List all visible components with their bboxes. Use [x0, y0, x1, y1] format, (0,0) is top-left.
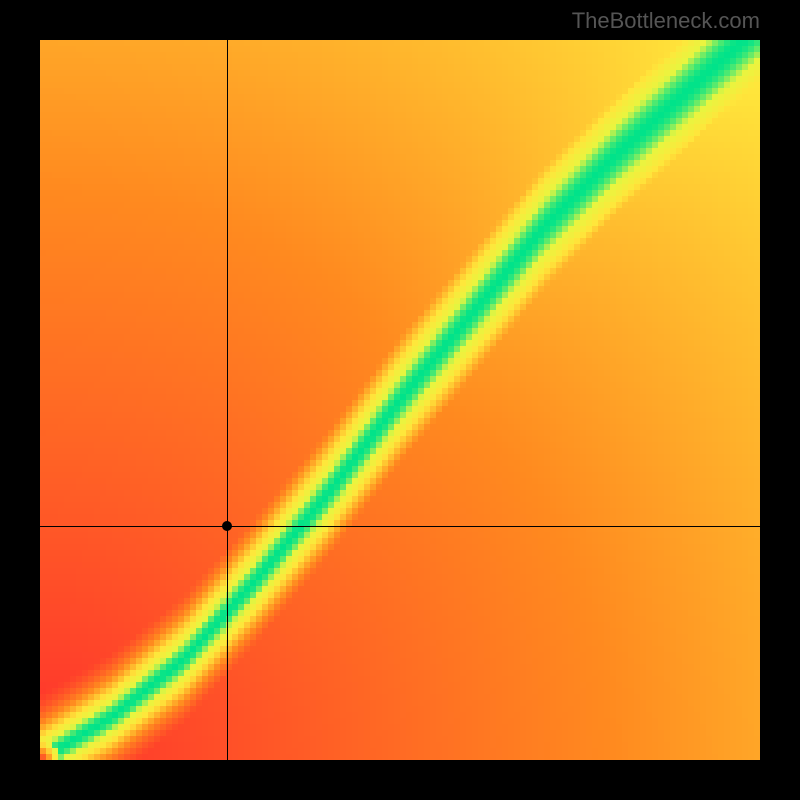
- marker-dot: [222, 521, 232, 531]
- crosshair-horizontal: [40, 526, 760, 527]
- heatmap-canvas: [40, 40, 760, 760]
- crosshair-vertical: [227, 40, 228, 760]
- bottleneck-heatmap: [40, 40, 760, 760]
- watermark-text: TheBottleneck.com: [572, 8, 760, 34]
